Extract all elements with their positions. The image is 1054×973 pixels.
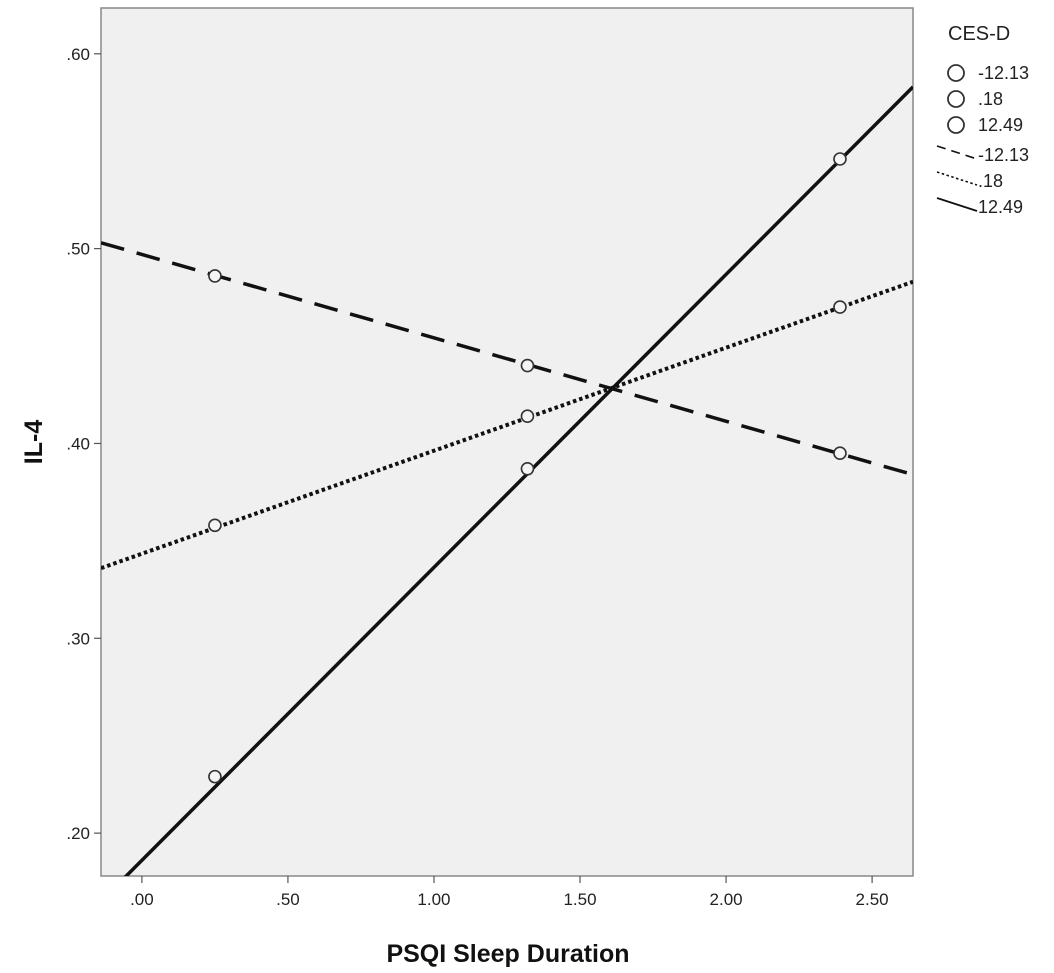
x-tick-label: 2.00	[710, 890, 743, 909]
series-line-dotted	[101, 279, 913, 571]
legend-marker-dashed	[947, 64, 965, 82]
y-tick-label: .50	[66, 240, 90, 259]
data-point-dashed	[520, 358, 535, 373]
series-line-solid	[123, 85, 913, 876]
x-tick-label: 1.00	[417, 890, 450, 909]
legend-line-dotted	[936, 171, 978, 186]
legend-line-label: -12.13	[978, 145, 1029, 165]
legend-marker-label: 12.49	[978, 115, 1023, 135]
data-point-solid	[208, 769, 222, 784]
plot-background	[100, 7, 914, 877]
y-tick-label: .60	[66, 45, 90, 64]
x-tick-label: 2.50	[856, 890, 889, 909]
data-point-solid	[833, 152, 847, 166]
series-line-dashed	[101, 241, 913, 477]
data-point-dotted	[833, 300, 847, 314]
x-axis-title: PSQI Sleep Duration	[386, 940, 629, 968]
data-point-dotted	[520, 409, 535, 423]
legend-title: CES-D	[948, 23, 1010, 45]
legend-line-dashed	[936, 145, 978, 160]
legend-marker-dotted	[947, 90, 965, 108]
y-tick-label: .20	[66, 824, 90, 843]
legend-marker-label: .18	[978, 89, 1003, 109]
data-point-solid	[520, 461, 535, 476]
y-axis-title: IL-4	[20, 420, 48, 465]
data-point-dashed	[833, 446, 847, 461]
legend-marker-label: -12.13	[978, 63, 1029, 83]
data-point-dashed	[208, 269, 222, 283]
x-tick-label: .50	[276, 890, 300, 909]
x-tick-label: 1.50	[563, 890, 596, 909]
legend-line-label: .18	[978, 171, 1003, 191]
legend-line-label: 12.49	[978, 197, 1023, 217]
y-tick-label: .30	[66, 629, 90, 648]
y-tick-label: .40	[66, 434, 90, 453]
x-tick-label: .00	[130, 890, 154, 909]
legend-marker-solid	[947, 116, 965, 134]
legend: CES-D -12.13 .18 12.49 -12.13 .18 12.49	[936, 23, 1029, 217]
data-point-dotted	[208, 518, 222, 533]
legend-line-solid	[936, 197, 978, 212]
